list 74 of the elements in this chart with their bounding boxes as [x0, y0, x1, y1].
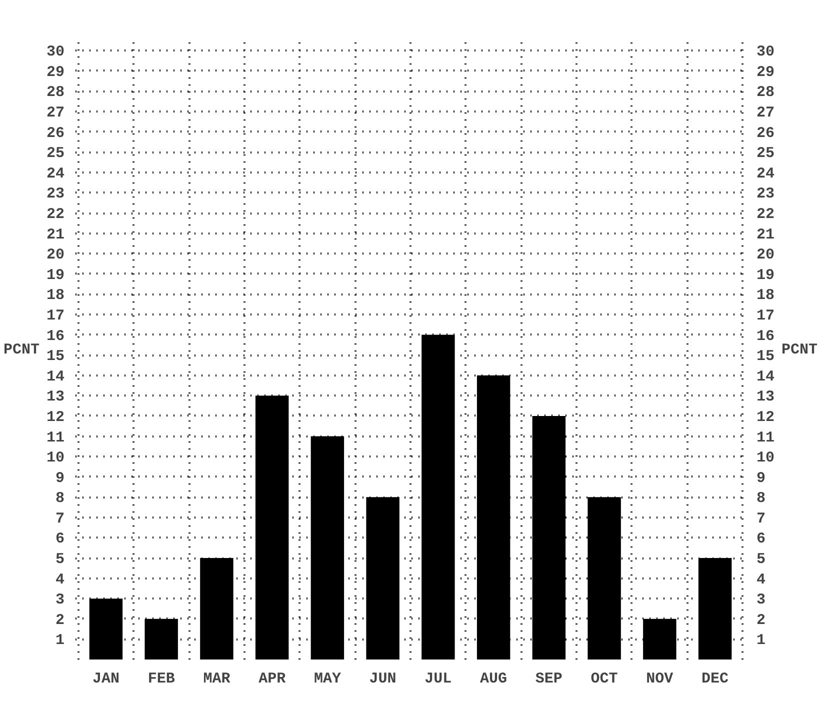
y2-tick-label: 16 — [756, 328, 775, 345]
x-tick-label: MAR — [203, 670, 230, 688]
y2-tick-label: 4 — [756, 571, 766, 588]
x-tick-label: FEB — [148, 670, 175, 688]
y-tick-label: 20 — [46, 246, 65, 264]
y2-tick-label: 17 — [756, 307, 775, 324]
y-tick-label: 11 — [46, 429, 65, 446]
x-tick-label: AUG — [480, 670, 508, 688]
y-tick-label: 29 — [46, 64, 65, 81]
y-tick-label: 30 — [46, 44, 65, 61]
y2-tick-label: 25 — [756, 145, 775, 162]
y2-tick-label: 28 — [756, 84, 775, 102]
y-axis-title: PCNT — [3, 342, 40, 358]
x-tick-label: DEC — [702, 670, 729, 688]
x-tick-label: JUN — [369, 670, 396, 688]
y2-tick-label: 10 — [756, 450, 775, 467]
y-tick-label: 24 — [46, 165, 65, 182]
x-tick-label: OCT — [590, 670, 618, 688]
y2-tick-label: 5 — [756, 551, 766, 568]
y-tick-label: 27 — [46, 104, 65, 122]
y2-tick-label: 26 — [756, 124, 775, 142]
y-tick-label: 19 — [46, 266, 65, 284]
y2-tick-label: 21 — [756, 226, 775, 244]
y-tick-label: 8 — [56, 490, 65, 508]
y-tick-label: 6 — [56, 530, 65, 548]
y2-axis-title: PCNT — [782, 342, 818, 358]
x-tick-label: JAN — [92, 670, 120, 688]
y-tick-label: 26 — [46, 124, 65, 142]
y-tick-label: 9 — [56, 470, 65, 487]
y-tick-label: 15 — [46, 348, 65, 366]
y-tick-label: 5 — [56, 551, 65, 568]
y-tick-label: 21 — [46, 226, 65, 244]
y-tick-label: 4 — [56, 571, 65, 588]
y2-tick-label: 12 — [756, 408, 775, 426]
y2-tick-label: 24 — [756, 165, 775, 182]
y-tick-label: 17 — [46, 307, 65, 324]
y2-tick-label: 11 — [756, 429, 775, 446]
y2-tick-label: 2 — [756, 612, 766, 629]
y-tick-label: 22 — [46, 206, 65, 224]
y-tick-label: 12 — [46, 408, 65, 426]
x-tick-label: APR — [258, 670, 286, 688]
x-tick-label: MAY — [314, 670, 341, 688]
y2-tick-label: 13 — [756, 388, 775, 406]
y2-tick-label: 30 — [756, 44, 775, 61]
y2-tick-label: 19 — [756, 266, 775, 284]
y2-tick-label: 6 — [756, 530, 766, 548]
y2-tick-label: 23 — [756, 186, 775, 203]
y2-tick-label: 9 — [756, 470, 766, 487]
y2-tick-label: 29 — [756, 64, 775, 81]
y2-tick-label: 8 — [756, 490, 766, 508]
y-tick-label: 14 — [46, 368, 65, 386]
y2-tick-label: 14 — [756, 368, 775, 386]
y-tick-label: 23 — [46, 186, 65, 203]
y2-tick-label: 1 — [756, 632, 766, 650]
y-tick-label: 7 — [56, 510, 65, 528]
y-tick-label: 25 — [46, 145, 65, 162]
y2-tick-label: 3 — [756, 592, 766, 609]
y2-tick-label: 22 — [756, 206, 775, 224]
y2-tick-label: 18 — [756, 287, 775, 304]
y-tick-label: 10 — [46, 450, 65, 467]
x-tick-label: NOV — [646, 670, 674, 688]
y2-tick-label: 20 — [756, 246, 775, 264]
y-tick-label: 16 — [46, 328, 65, 345]
y2-tick-label: 27 — [756, 104, 775, 122]
y-tick-label: 13 — [46, 388, 65, 406]
y2-tick-label: 7 — [756, 510, 766, 528]
y-tick-label: 1 — [56, 632, 65, 650]
y-tick-label: 2 — [56, 612, 65, 629]
y-tick-label: 3 — [56, 592, 65, 609]
x-tick-label: JUL — [424, 670, 452, 688]
y-tick-label: 18 — [46, 287, 65, 304]
x-tick-label: SEP — [535, 670, 562, 688]
y-tick-label: 28 — [46, 84, 65, 102]
y2-tick-label: 15 — [756, 348, 775, 366]
